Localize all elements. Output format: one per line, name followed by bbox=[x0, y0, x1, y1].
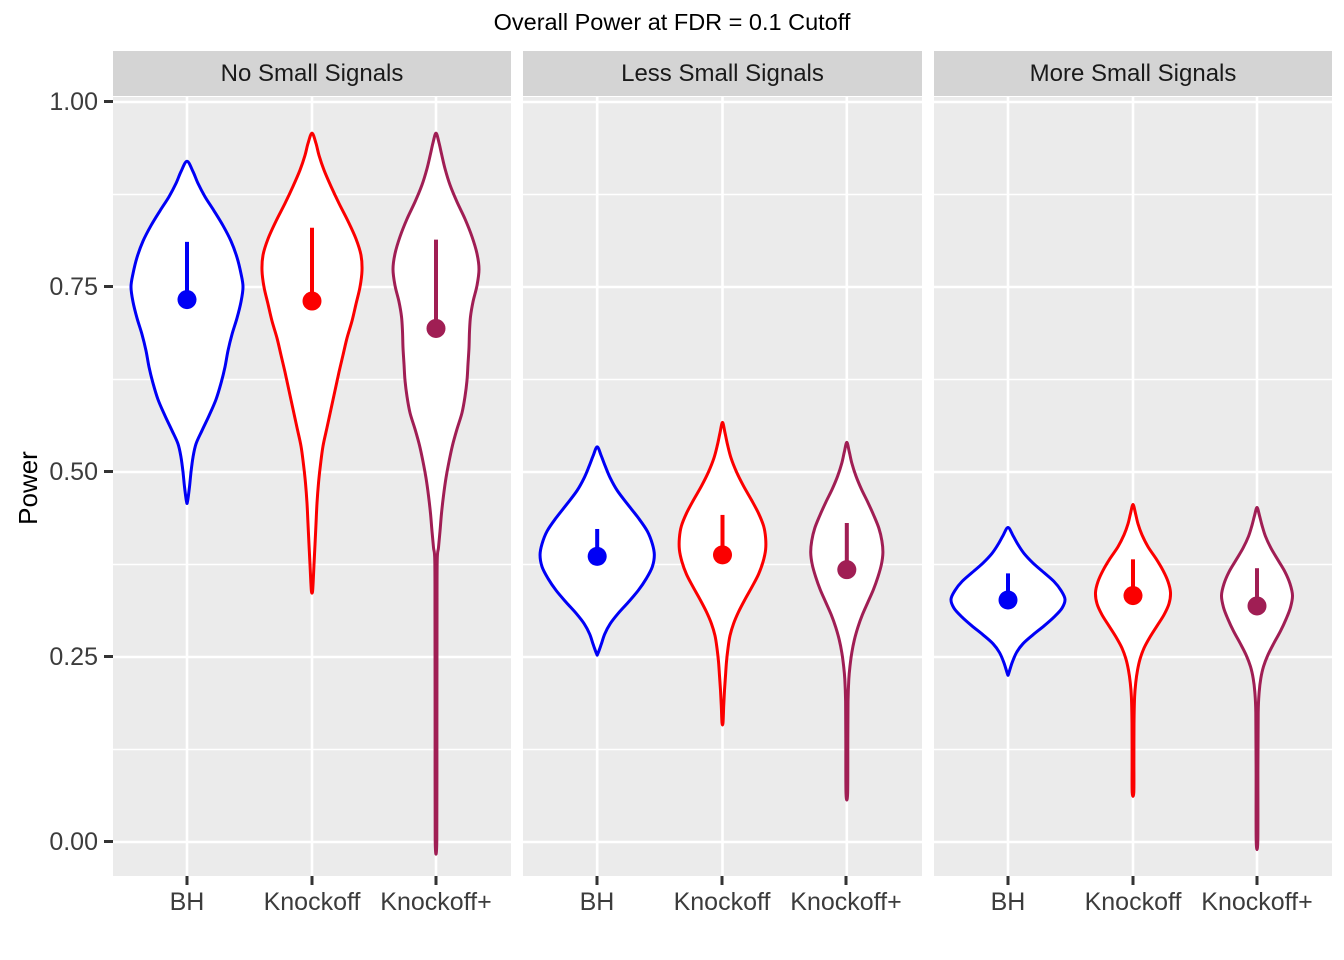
facet-strip: No Small Signals bbox=[113, 51, 511, 96]
y-tick-label: 0.25 bbox=[49, 643, 98, 671]
y-tick-mark bbox=[104, 840, 113, 843]
facet-strip: More Small Signals bbox=[934, 51, 1332, 96]
violin-knockoff-plus bbox=[391, 131, 481, 856]
x-tick-label-knockoff: Knockoff bbox=[1084, 888, 1182, 916]
violin-knockoff-plus bbox=[809, 440, 885, 802]
plot-title: Overall Power at FDR = 0.1 Cutoff bbox=[493, 9, 851, 35]
y-tick-label: 0.75 bbox=[49, 273, 98, 301]
y-tick-mark bbox=[104, 100, 113, 103]
violin-knockoff-plus bbox=[1219, 506, 1295, 852]
x-tick-mark bbox=[1255, 876, 1259, 885]
facet-less-small-signals: Less Small Signals BH Knockoff Knockoff+ bbox=[523, 51, 922, 931]
median-dot bbox=[587, 546, 607, 566]
panel-plot-area bbox=[523, 97, 922, 876]
violin-knockoff bbox=[1093, 503, 1173, 798]
x-tick-label-knockoff: Knockoff bbox=[673, 888, 771, 916]
y-tick-mark bbox=[104, 655, 113, 658]
median-dot bbox=[177, 290, 197, 310]
y-axis-title: Power bbox=[13, 451, 43, 525]
median-dot bbox=[1123, 586, 1143, 606]
x-tick-label-knockoff-plus: Knockoff+ bbox=[380, 888, 492, 916]
panel-plot-area bbox=[934, 97, 1332, 876]
x-tick-mark bbox=[434, 876, 438, 885]
panel-plot-area bbox=[113, 97, 511, 876]
violin-bh bbox=[129, 159, 245, 505]
median-dot bbox=[302, 291, 322, 311]
median-dot bbox=[1247, 596, 1267, 616]
y-tick-mark bbox=[104, 470, 113, 473]
x-tick-label-bh: BH bbox=[169, 888, 205, 916]
facet-strip-label: More Small Signals bbox=[1029, 59, 1237, 87]
median-dot bbox=[837, 560, 857, 580]
x-tick-label-bh: BH bbox=[990, 888, 1026, 916]
x-tick-mark bbox=[720, 876, 724, 885]
median-dot bbox=[426, 318, 446, 338]
facet-more-small-signals: More Small Signals BH Knockoff Knockoff+ bbox=[934, 51, 1332, 931]
facet-strip-label: No Small Signals bbox=[220, 59, 404, 87]
median-dot bbox=[998, 590, 1018, 610]
x-tick-mark bbox=[844, 876, 848, 885]
violin-canvas-0 bbox=[113, 97, 511, 876]
x-tick-label-knockoff: Knockoff bbox=[263, 888, 361, 916]
x-tick-mark bbox=[595, 876, 599, 885]
y-tick-label: 1.00 bbox=[49, 88, 98, 116]
x-tick-label-knockoff-plus: Knockoff+ bbox=[1201, 888, 1313, 916]
x-tick-label-knockoff-plus: Knockoff+ bbox=[790, 888, 902, 916]
x-tick-mark bbox=[310, 876, 314, 885]
x-tick-mark bbox=[1006, 876, 1010, 885]
median-dot bbox=[712, 545, 733, 565]
x-tick-mark bbox=[185, 876, 189, 885]
y-tick-label: 0.00 bbox=[49, 828, 98, 856]
y-tick-mark bbox=[104, 285, 113, 288]
facet-strip-label: Less Small Signals bbox=[621, 59, 824, 87]
facet-no-small-signals: No Small Signals BH Knockoff Knockoff+ bbox=[113, 51, 511, 931]
y-tick-label: 0.50 bbox=[49, 458, 98, 486]
violin-canvas-2 bbox=[934, 97, 1332, 876]
violin-canvas-1 bbox=[523, 97, 922, 876]
violin-knockoff bbox=[677, 420, 768, 727]
x-tick-label-bh: BH bbox=[579, 888, 615, 916]
facet-strip: Less Small Signals bbox=[523, 51, 922, 96]
x-tick-mark bbox=[1131, 876, 1135, 885]
violin-knockoff bbox=[260, 131, 364, 595]
